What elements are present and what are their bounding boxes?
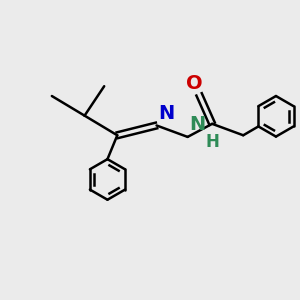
Text: O: O — [186, 74, 202, 93]
Text: N: N — [158, 104, 174, 123]
Text: H: H — [206, 133, 220, 151]
Text: N: N — [189, 115, 206, 134]
